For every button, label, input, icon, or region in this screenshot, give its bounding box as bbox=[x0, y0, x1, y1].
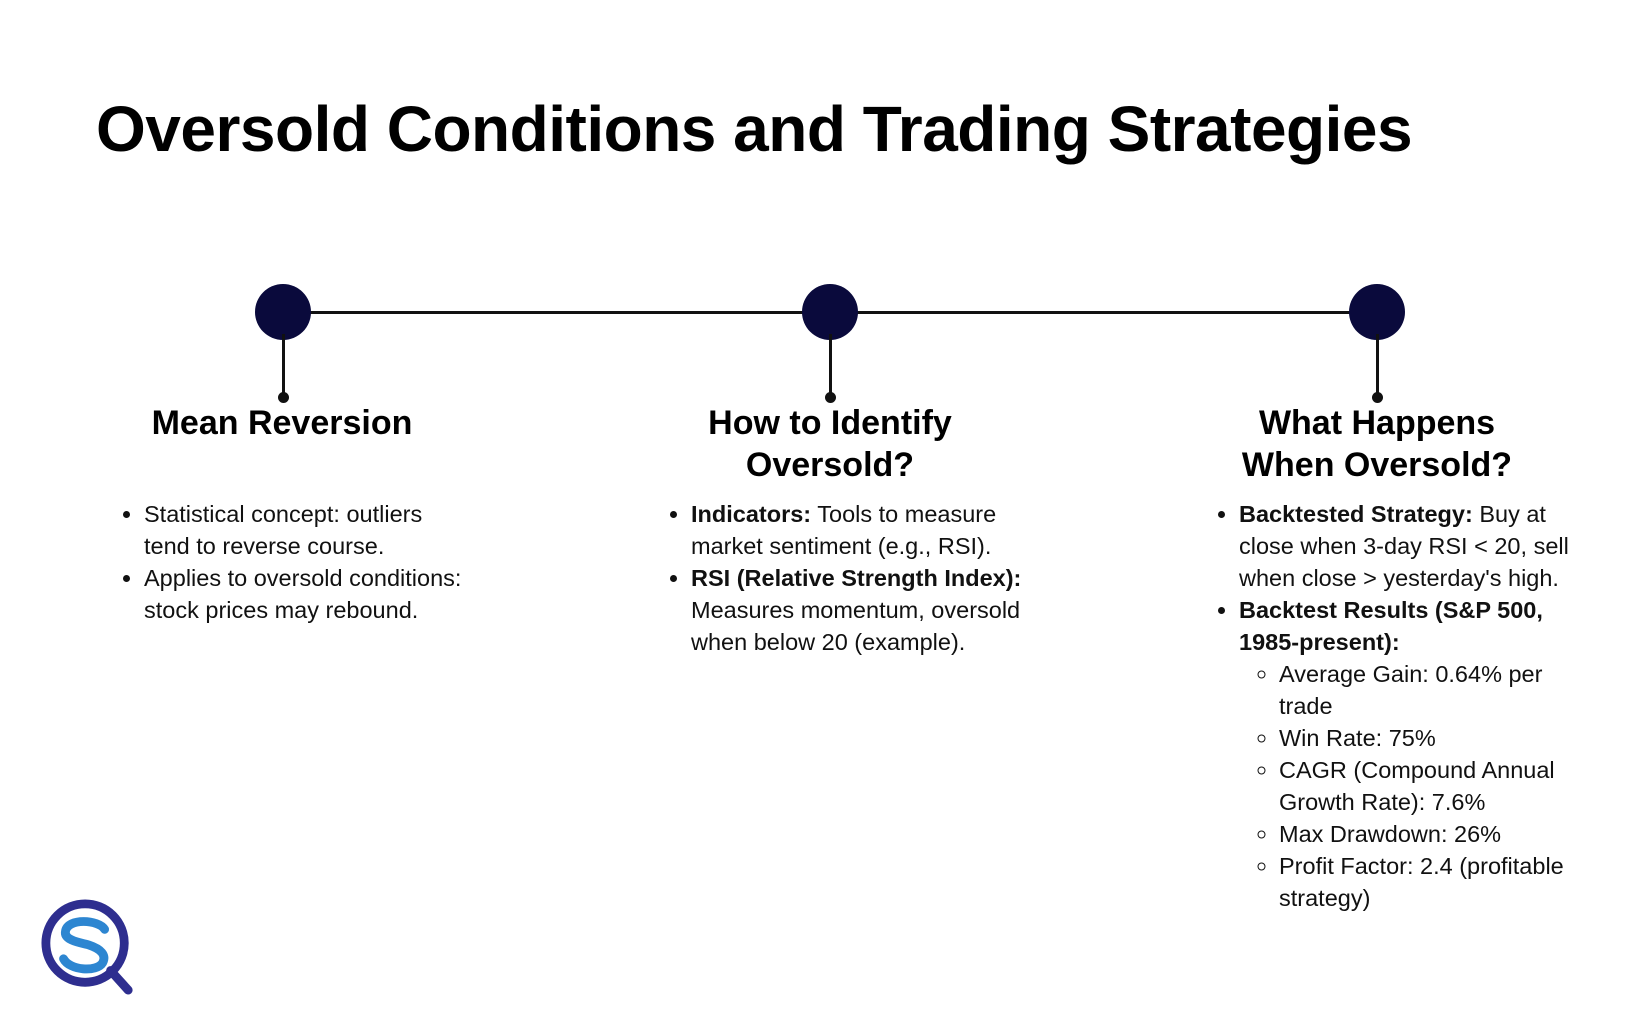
logo-s bbox=[59, 917, 110, 974]
column-title-line: When Oversold? bbox=[1241, 446, 1513, 484]
list-item: Profit Factor: 2.4 (profitable strategy) bbox=[1279, 850, 1569, 914]
list-item: Applies to oversold conditions: stock pr… bbox=[144, 562, 464, 626]
list-item: Backtested Strategy: Buy at close when 3… bbox=[1239, 498, 1569, 594]
backtest-results-list: Average Gain: 0.64% per trade Win Rate: … bbox=[1239, 658, 1569, 914]
timeline-stem-1 bbox=[282, 334, 285, 398]
timeline-node-1 bbox=[255, 284, 311, 340]
timeline-stem-3 bbox=[1376, 334, 1379, 398]
column-title-line: What Happens bbox=[1258, 404, 1496, 442]
column-title-line: Mean Reversion bbox=[151, 404, 413, 442]
bullet-text: Applies to oversold conditions: stock pr… bbox=[144, 565, 462, 623]
logo-tail bbox=[106, 966, 133, 995]
sq-logo-icon bbox=[41, 899, 133, 995]
timeline-stem-2 bbox=[829, 334, 832, 398]
bullet-bold: Indicators: bbox=[691, 501, 812, 527]
list-item: Indicators: Tools to measure market sent… bbox=[691, 498, 1031, 562]
list-item: Max Drawdown: 26% bbox=[1279, 818, 1569, 850]
column-title-what-happens: What Happens When Oversold? bbox=[1205, 402, 1549, 486]
mean-reversion-list: Statistical concept: outliers tend to re… bbox=[120, 498, 464, 626]
column-title-mean-reversion: Mean Reversion bbox=[110, 402, 454, 444]
bullet-bold: Backtested Strategy: bbox=[1239, 501, 1473, 527]
list-item: Average Gain: 0.64% per trade bbox=[1279, 658, 1569, 722]
column-title-line: How to Identify bbox=[708, 404, 952, 442]
bullet-text: Tools to measure market sentiment (e.g.,… bbox=[691, 501, 997, 559]
list-item: CAGR (Compound Annual Growth Rate): 7.6% bbox=[1279, 754, 1569, 818]
page-title: Oversold Conditions and Trading Strategi… bbox=[96, 93, 1413, 165]
bullet-bold: RSI (Relative Strength Index): bbox=[691, 565, 1022, 591]
list-item: Statistical concept: outliers tend to re… bbox=[144, 498, 464, 562]
timeline-node-2 bbox=[802, 284, 858, 340]
bullet-bold: Backtest Results (S&P 500, 1985-present)… bbox=[1239, 597, 1543, 655]
timeline-stem-dot-3 bbox=[1372, 392, 1383, 403]
column-title-identify-oversold: How to Identify Oversold? bbox=[658, 402, 1002, 486]
timeline-stem-dot-2 bbox=[825, 392, 836, 403]
timeline-node-3 bbox=[1349, 284, 1405, 340]
bullet-text: Measures momentum, oversold when below 2… bbox=[691, 597, 1021, 655]
list-item: RSI (Relative Strength Index): Measures … bbox=[691, 562, 1031, 658]
logo-ring bbox=[41, 899, 129, 987]
identify-oversold-list: Indicators: Tools to measure market sent… bbox=[667, 498, 1031, 658]
bullet-text: Statistical concept: outliers tend to re… bbox=[144, 501, 423, 559]
what-happens-list: Backtested Strategy: Buy at close when 3… bbox=[1215, 498, 1569, 914]
column-title-line: Oversold? bbox=[745, 446, 915, 484]
list-item: Win Rate: 75% bbox=[1279, 722, 1569, 754]
timeline-stem-dot-1 bbox=[278, 392, 289, 403]
bullet-text: Buy at close when 3-day RSI < 20, sell w… bbox=[1239, 501, 1569, 591]
list-item: Backtest Results (S&P 500, 1985-present)… bbox=[1239, 594, 1569, 914]
